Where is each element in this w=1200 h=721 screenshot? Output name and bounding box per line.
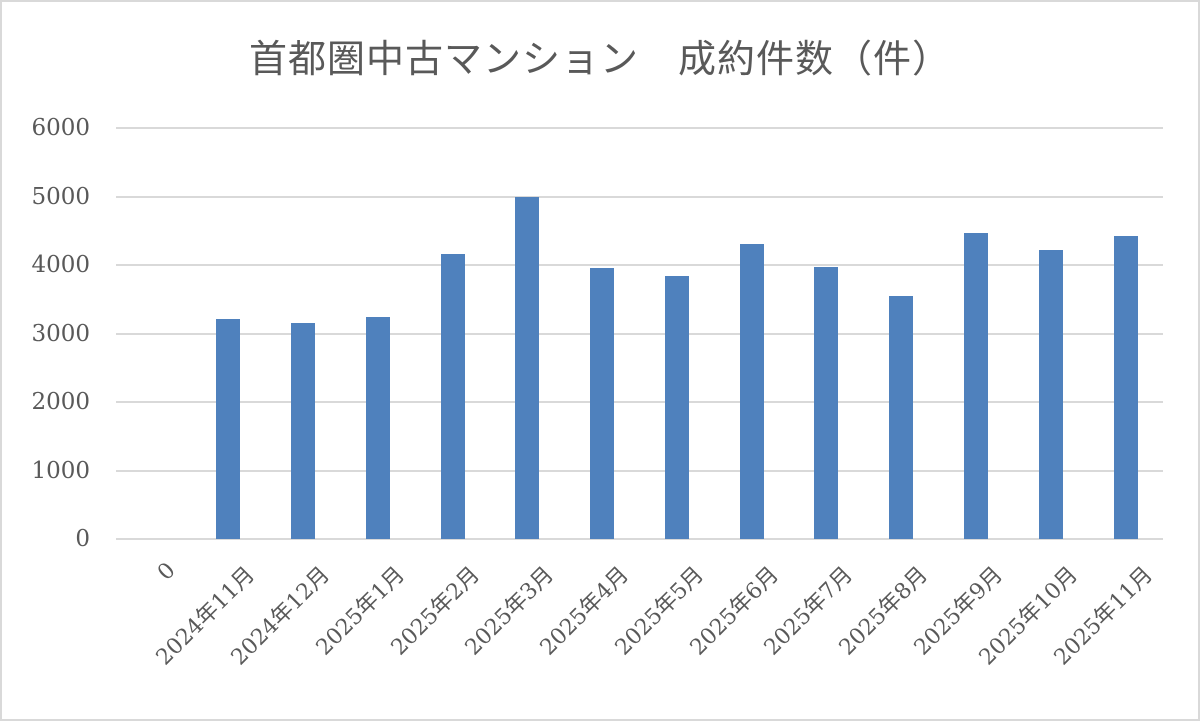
gridline — [116, 469, 1163, 472]
y-tick-label: 1000 — [31, 457, 90, 484]
bar — [814, 267, 839, 539]
y-tick-label: 4000 — [31, 252, 90, 278]
y-tick-label: 3000 — [31, 320, 90, 347]
y-tick-label: 0 — [75, 526, 90, 552]
plot-area — [116, 127, 1163, 540]
chart-title: 首都圏中古マンション 成約件数（件） — [248, 37, 951, 81]
gridline — [116, 127, 1163, 129]
bar — [1038, 250, 1063, 539]
gridline — [116, 538, 1163, 540]
bar — [365, 316, 390, 539]
bar — [290, 322, 315, 539]
bar — [216, 319, 241, 539]
bar — [739, 244, 764, 539]
bar — [964, 232, 989, 539]
bar — [590, 268, 615, 539]
bar — [440, 254, 465, 539]
y-tick-label: 2000 — [31, 389, 90, 415]
gridline — [116, 401, 1163, 403]
gridline — [116, 332, 1163, 335]
bar — [889, 295, 914, 539]
gridline — [116, 195, 1163, 198]
y-tick-label: 6000 — [31, 115, 90, 141]
bar — [515, 196, 540, 539]
bar — [664, 276, 689, 539]
y-tick-label: 5000 — [31, 183, 90, 210]
bar — [1113, 235, 1138, 539]
gridline — [116, 264, 1163, 266]
